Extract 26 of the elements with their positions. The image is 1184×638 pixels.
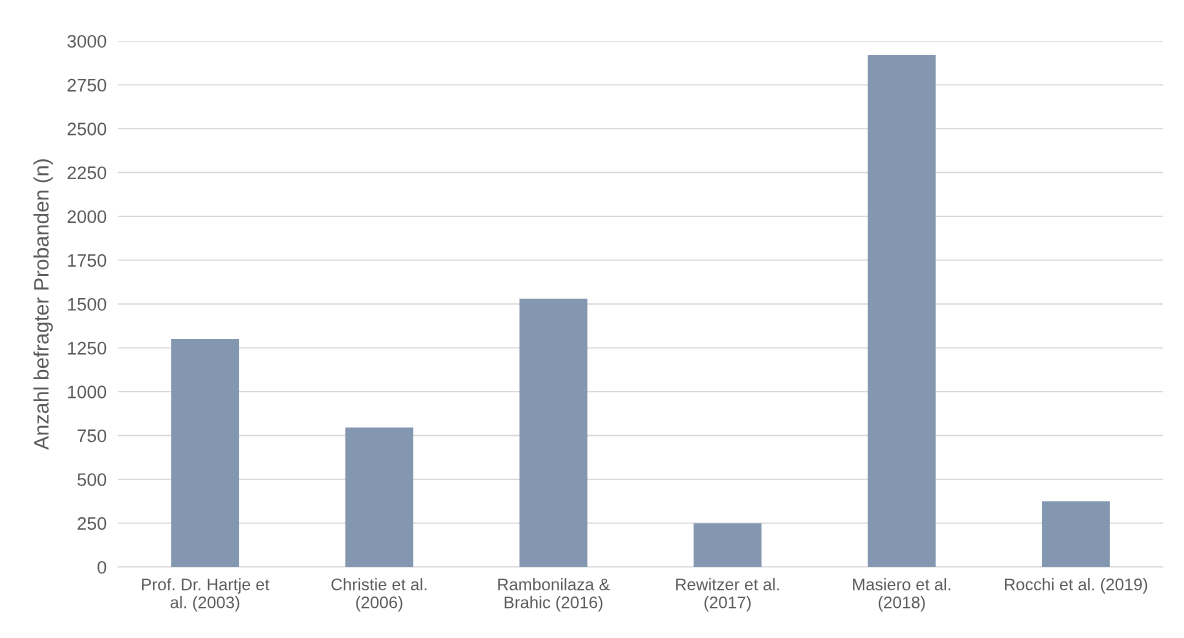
y-tick-label: 2000 (67, 210, 107, 224)
x-tick-label: Prof. Dr. Hartje et al. (2003) (142, 578, 270, 612)
y-tick-label: 0 (97, 560, 107, 574)
bar (867, 55, 936, 567)
bar (345, 427, 414, 567)
y-tick-label: 2250 (67, 166, 107, 180)
y-axis-title: Anzahl befragter Probanden (n) (33, 159, 53, 450)
y-tick-label: 750 (77, 429, 107, 443)
x-tick-label: Rocchi et al. (2019) (1005, 578, 1148, 594)
bar (1041, 501, 1110, 567)
y-tick-label: 2750 (67, 78, 107, 92)
y-tick-label: 250 (77, 517, 107, 530)
x-tick-label: Masiero et al. (2018) (853, 578, 951, 612)
x-tick-label: Christie et al. (2006) (331, 578, 427, 612)
y-tick-label: 1000 (68, 385, 107, 399)
x-tick-label: Rewitzer et al. (2017) (676, 578, 779, 612)
bar (693, 523, 762, 567)
y-tick-label: 1250 (68, 341, 107, 355)
y-tick-label: 2500 (67, 122, 107, 136)
bar (171, 339, 240, 567)
bar (519, 298, 588, 567)
y-tick-label: 3000 (67, 34, 107, 48)
y-tick-label: 1750 (68, 254, 107, 267)
x-tick-label: Rambonilaza & Brahic (2016) (498, 578, 610, 612)
y-tick-label: 1500 (68, 297, 107, 311)
y-tick-label: 500 (77, 473, 107, 487)
